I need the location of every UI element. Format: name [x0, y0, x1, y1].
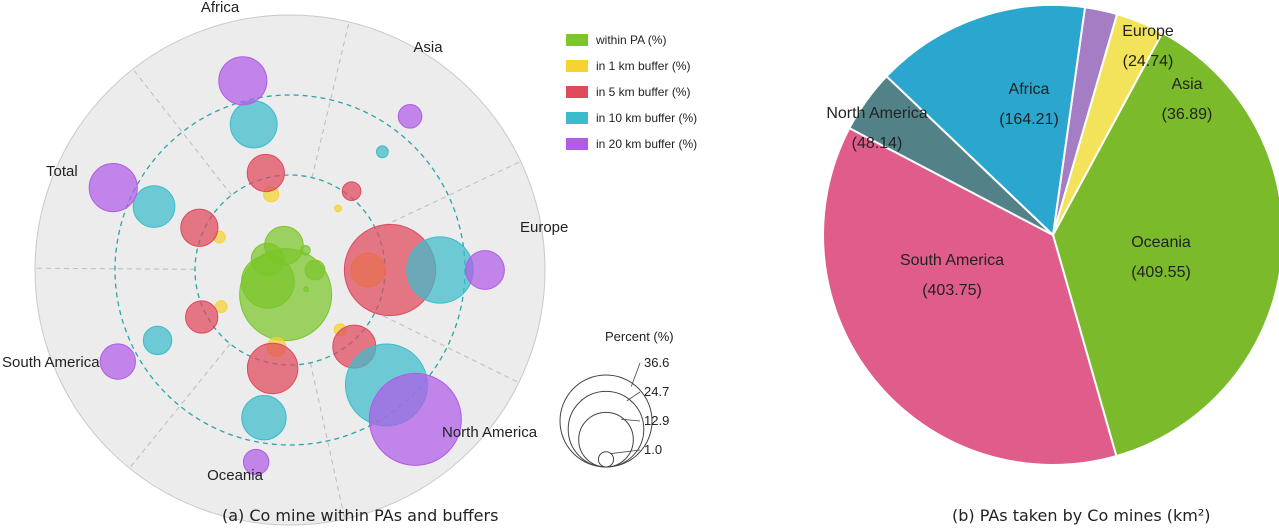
series-in-5-km-buffer: [180, 153, 437, 395]
bubble-asia-in-10-km-buffer: [375, 145, 389, 159]
size-legend-leader: [620, 418, 641, 422]
pie-slice-africa: [885, 4, 1087, 238]
bubble-oceania-in-20-km-buffer: [242, 448, 270, 476]
pie-slice-south-america: [822, 126, 1118, 466]
pie-value-oceania: (409.55): [1131, 264, 1191, 281]
pie-label-asia: Asia: [1171, 76, 1202, 93]
bubble-total-in-20-km-buffer: [88, 163, 138, 213]
bubble-south-america-in-20-km-buffer: [99, 343, 136, 380]
bubble-chart: Africa Asia Europe North America Oceania Sout…: [2, 0, 568, 526]
pie-value-south-america: (403.75): [922, 282, 982, 299]
legend: within PA (%) in 1 km buffer (%) in 5 km b…: [566, 33, 697, 151]
pie-slice-oceania: [1051, 31, 1279, 458]
bubble-total-in-5-km-buffer: [180, 208, 219, 247]
bubble-africa-in-20-km-buffer: [218, 56, 268, 106]
series-in-20-km-buffer: [88, 56, 505, 476]
pie-value-asia: (36.89): [1162, 106, 1213, 123]
legend-swatch-in-1-km-buffer: [566, 60, 588, 72]
bubble-total-within-pa: [250, 242, 284, 277]
size-legend-circle: [567, 390, 645, 468]
bubble-africa-in-5-km-buffer: [246, 153, 285, 193]
size-legend-tick: 12.9: [644, 413, 669, 428]
size-legend-leader: [630, 362, 641, 387]
size-legend-circle: [578, 411, 634, 468]
pie-label-oceania: Oceania: [1131, 234, 1191, 251]
bubble-africa-in-10-km-buffer: [229, 100, 278, 149]
legend-swatch-in-20-km-buffer: [566, 138, 588, 150]
size-legend-leader: [610, 449, 641, 455]
bubble-europe-in-10-km-buffer: [406, 236, 474, 304]
bubble-asia-in-5-km-buffer: [341, 181, 362, 202]
size-legend-tick: 1.0: [644, 442, 662, 457]
pie-label-north-america: North America: [826, 105, 927, 122]
series-within-pa: [239, 225, 333, 342]
pie-chart: Europe (24.74) Asia (36.89) Oceania (409.55) S…: [822, 4, 1279, 466]
size-legend-leader: [626, 391, 641, 402]
bubble-asia-in-1-km-buffer: [334, 204, 342, 213]
legend-label-in-10-km-buffer: in 10 km buffer (%): [596, 111, 697, 125]
pie-label-europe: Europe: [1122, 23, 1174, 40]
region-label-europe: Europe: [520, 219, 568, 236]
pie-value-europe: (24.74): [1123, 53, 1174, 70]
region-label-south-america: South America: [2, 354, 100, 371]
region-label-total: Total: [46, 163, 78, 180]
size-legend-title: Percent (%): [605, 329, 674, 344]
region-label-asia: Asia: [413, 39, 443, 56]
caption-a: (a) Co mine within PAs and buffers: [222, 506, 499, 525]
bubble-asia-in-20-km-buffer: [397, 104, 423, 129]
bubble-north-america-in-20-km-buffer: [368, 372, 462, 466]
bubble-south-america-in-5-km-buffer: [185, 300, 219, 334]
pie-label-africa: Africa: [1009, 81, 1050, 98]
bubble-total-in-10-km-buffer: [132, 185, 176, 228]
bubble-oceania-in-5-km-buffer: [246, 342, 299, 395]
legend-swatch-in-10-km-buffer: [566, 112, 588, 124]
bubble-south-america-in-1-km-buffer: [214, 300, 228, 314]
caption-b: (b) PAs taken by Co mines (km²): [952, 506, 1211, 525]
bubble-europe-in-20-km-buffer: [465, 250, 505, 290]
pie-label-south-america: South America: [900, 252, 1004, 269]
size-legend-circle: [597, 451, 615, 468]
region-label-north-america: North America: [442, 424, 538, 441]
legend-label-in-1-km-buffer: in 1 km buffer (%): [596, 59, 690, 73]
size-legend-tick: 24.7: [644, 384, 669, 399]
legend-label-within-pa: within PA (%): [595, 33, 666, 47]
region-label-africa: Africa: [201, 0, 240, 16]
bubble-oceania-in-10-km-buffer: [241, 395, 287, 441]
pie-value-africa: (164.21): [999, 111, 1059, 128]
bubble-south-america-in-10-km-buffer: [142, 325, 173, 356]
legend-label-in-5-km-buffer: in 5 km buffer (%): [596, 85, 690, 99]
region-label-oceania: Oceania: [207, 467, 264, 484]
legend-swatch-within-pa: [566, 34, 588, 46]
pie-value-north-america: (48.14): [852, 135, 903, 152]
legend-swatch-in-5-km-buffer: [566, 86, 588, 98]
size-legend-tick: 36.6: [644, 355, 669, 370]
size-legend: Percent (%) 36.6 24.7 12.9 1.0: [559, 329, 674, 468]
legend-label-in-20-km-buffer: in 20 km buffer (%): [596, 137, 697, 151]
